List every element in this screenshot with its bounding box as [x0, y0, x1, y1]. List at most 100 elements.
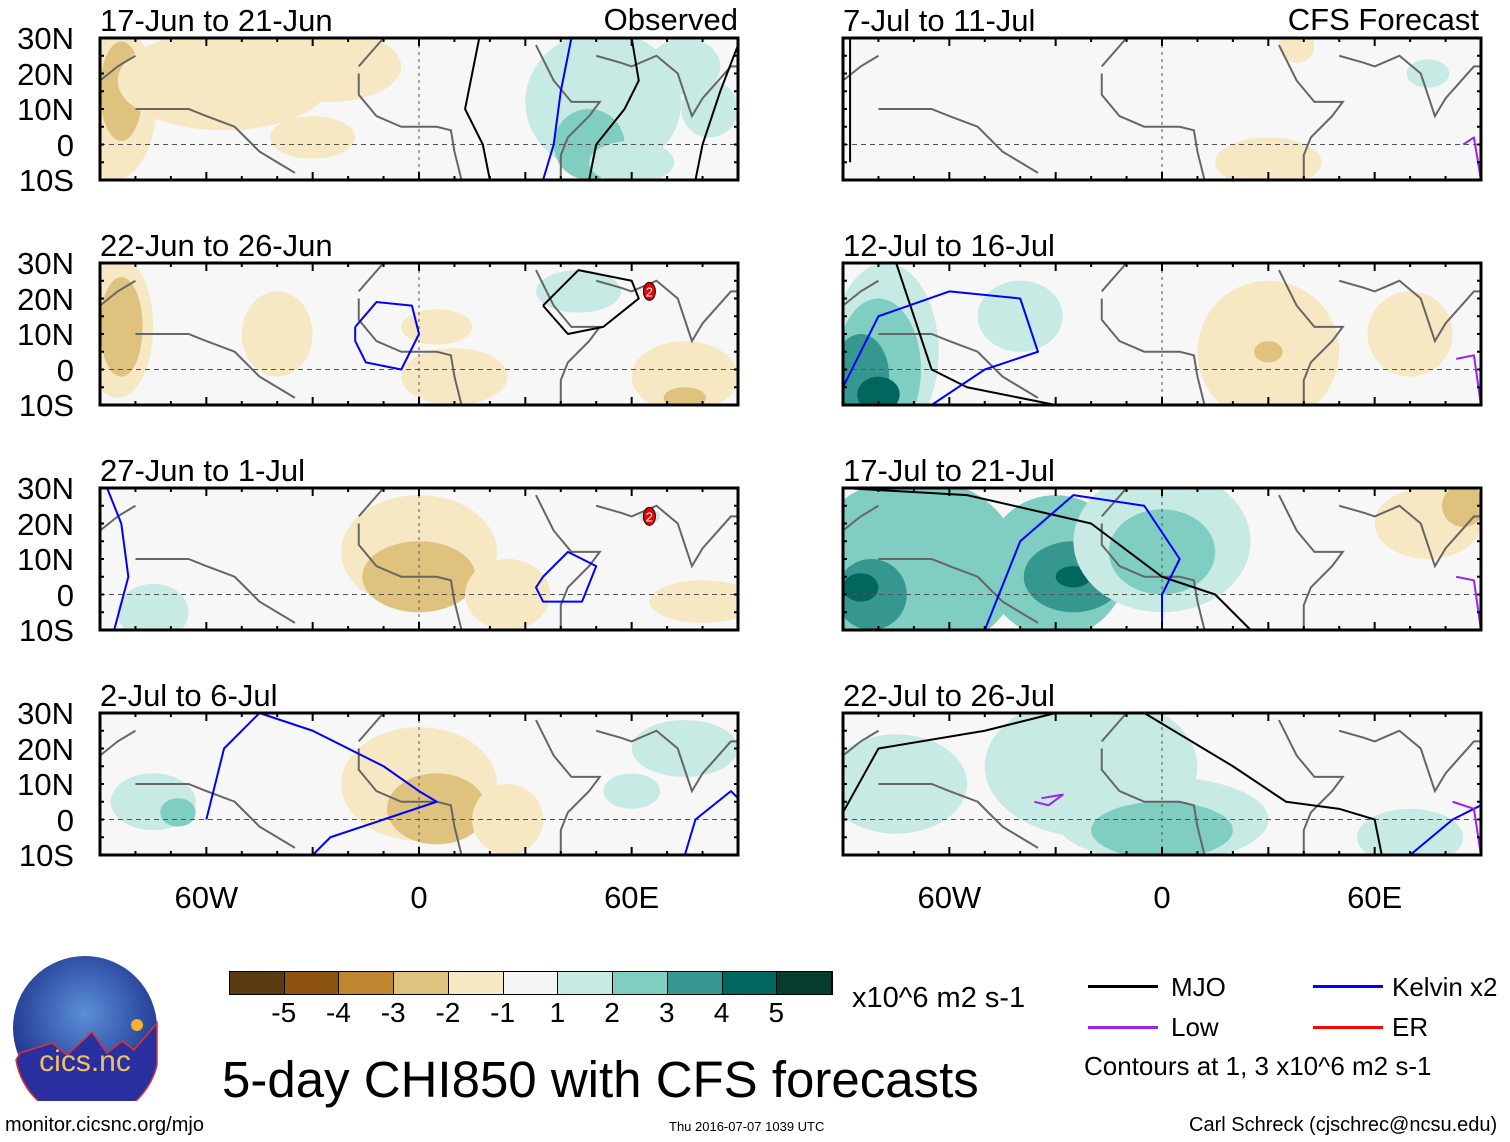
lat-tick-label: 20N [17, 281, 74, 317]
map-panel-forecast [841, 261, 1483, 407]
kelvin-contour [534, 550, 598, 603]
colorbar-swatch [394, 972, 449, 994]
anomaly-shading [270, 116, 356, 159]
panel-title: 22-Jun to 26-Jun [100, 228, 333, 263]
coastline [1278, 719, 1345, 855]
kelvin-contour [542, 38, 573, 180]
anomaly-shading [681, 80, 738, 138]
colorbar-tick-label: -5 [271, 997, 297, 1028]
coastline [595, 279, 738, 344]
panel-title: 7-Jul to 11-Jul [843, 3, 1036, 38]
legend-label-low: Low [1171, 1012, 1219, 1042]
anomaly-shading [1406, 59, 1450, 88]
panel-title: 17-Jun to 21-Jun [100, 3, 333, 38]
lat-tick-label: 10S [18, 613, 74, 648]
coastline [535, 719, 602, 855]
coastline [357, 748, 463, 855]
lat-tick-label: 10S [18, 163, 74, 198]
lat-tick-label: 0 [56, 352, 74, 388]
anomaly-shading [857, 376, 900, 405]
source-url[interactable]: monitor.cicsnc.org/mjo [5, 1114, 204, 1136]
coastline [878, 558, 1039, 624]
map-panel-observed [98, 36, 740, 182]
colorbar-swatch [448, 972, 504, 994]
colorbar-swatch [558, 972, 614, 994]
coastline [843, 54, 879, 82]
lat-tick-label: 20N [17, 56, 74, 92]
low-contour [1455, 575, 1481, 630]
colorbar-swatch [667, 972, 723, 994]
coastline [1278, 44, 1345, 180]
kelvin-contour [983, 494, 1181, 630]
colorbar-swatch [777, 972, 832, 994]
kelvin-contour [1409, 804, 1481, 855]
legend-line-low [1088, 1026, 1158, 1029]
legend-line-kelvin [1313, 985, 1383, 988]
lat-tick-label: 30N [17, 21, 74, 56]
map-panel-forecast [841, 486, 1483, 632]
coastline [878, 333, 1039, 399]
map-panel-observed: 2 [98, 486, 740, 632]
coastline [1338, 279, 1481, 344]
panel-title: 12-Jul to 16-Jul [843, 228, 1055, 263]
colorbar [229, 971, 833, 995]
coastline [100, 54, 136, 82]
coastline [135, 783, 296, 849]
anomaly-shading [387, 773, 487, 845]
anomaly-shading [649, 38, 721, 95]
coastline [595, 54, 738, 119]
mjo-contour [843, 488, 1252, 630]
legend-line-mjo [1088, 985, 1158, 988]
lat-tick-label: 30N [17, 246, 74, 281]
coastline [100, 729, 136, 757]
anomaly-shading [1442, 488, 1481, 528]
low-contour [1452, 800, 1481, 855]
colorbar-tick-label: 1 [549, 997, 566, 1028]
map-panel-forecast [841, 711, 1483, 857]
coastline [878, 108, 1039, 174]
coastline [357, 73, 463, 180]
legend-label-er: ER [1392, 1012, 1429, 1042]
svg-text:2: 2 [646, 284, 653, 299]
coastline [878, 783, 1039, 849]
lat-tick-label: 20N [17, 506, 74, 542]
coastline [135, 333, 296, 399]
svg-text:2: 2 [646, 509, 653, 524]
mjo-contour [694, 44, 738, 180]
anomaly-shading [117, 583, 189, 630]
lat-tick-label: 10N [17, 92, 74, 127]
kelvin-contour [205, 713, 438, 855]
lat-tick-label: 30N [17, 471, 74, 506]
colorbar-swatch [503, 972, 559, 994]
anomaly-shading [259, 38, 402, 102]
coastline [357, 263, 385, 293]
lat-tick-label: 10S [18, 838, 74, 873]
panel-title: 22-Jul to 26-Jul [843, 678, 1055, 713]
timestamp: Thu 2016-07-07 1039 UTC [669, 1119, 825, 1134]
lat-tick-label: 20N [17, 731, 74, 767]
map-panel-forecast [841, 36, 1483, 182]
svg-text:cics.nc: cics.nc [39, 1045, 131, 1078]
mjo-contour [843, 713, 1383, 855]
coastline [1278, 269, 1345, 405]
anomaly-shading [1278, 38, 1315, 63]
coastline [1338, 54, 1481, 119]
mjo-contour [588, 38, 640, 180]
lon-tick-label: 0 [1153, 880, 1171, 915]
lon-tick-label: 60E [1347, 880, 1403, 915]
coastline [357, 523, 463, 630]
colorbar-swatch [230, 972, 285, 994]
coastline [100, 279, 136, 307]
lon-tick-label: 60E [604, 880, 660, 915]
anomaly-shading [843, 573, 879, 602]
legend-label-kelvin: Kelvin x2 [1392, 972, 1498, 1002]
coastline [1100, 713, 1128, 743]
anomaly-shading [241, 291, 313, 377]
lat-tick-label: 0 [56, 577, 74, 613]
coastline [843, 504, 879, 532]
anomaly-shading [663, 387, 707, 405]
coastline [357, 298, 463, 405]
tropical-cyclone-icon: 2 [642, 506, 656, 526]
lon-tick-label: 0 [410, 880, 428, 915]
figure-title: 5-day CHI850 with CFS forecasts [222, 1051, 979, 1108]
